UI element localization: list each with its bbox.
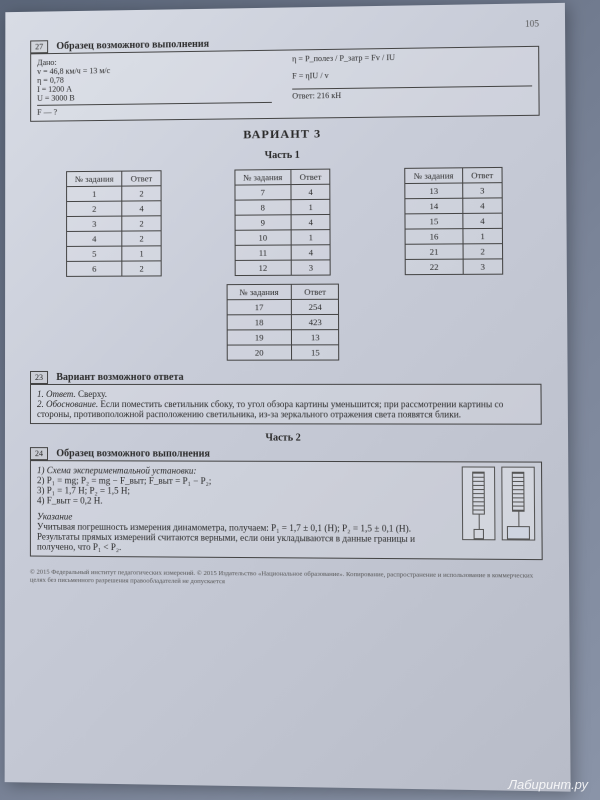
task24-line4: 4) F_выт = 0,2 Н. [37,495,452,507]
answer-label: Ответ: [292,91,315,100]
table-row: 1913 [227,330,339,345]
task23-title: Вариант возможного ответа [56,372,183,383]
table-row: 62 [67,261,161,277]
task23-line1: 1. Ответ. Сверху. [37,389,534,399]
table-row: 17254 [227,299,339,315]
dynamometer-icon [462,466,496,540]
answer-row: Ответ: 216 кН [292,85,532,100]
formula1: η = P_полез / P_затр = Fv / IU [292,51,532,64]
task24-label: 24 [30,447,48,460]
task24-box: 1) Схема экспериментальной установки: 2)… [30,460,543,560]
table-row: 154 [405,213,502,229]
part1-title: Часть 1 [30,147,540,163]
table-row: 161 [405,228,502,244]
task27-section: 27 Образец возможного выполнения Дано: v… [30,33,540,122]
formula2: F = ηIU / v [292,68,532,80]
answer-table-2: № заданияОтвет 74 81 94 101 114 123 [234,169,331,276]
col-header: № задания [227,284,292,299]
find-line: F — ? [37,102,272,117]
table-row: 18423 [227,314,339,330]
given-column: Дано: v = 46,8 км/ч = 13 м/с η = 0,78 I … [37,55,272,117]
given-line: U = 3000 В [37,91,272,103]
table-row: 12 [67,186,161,202]
table-row: 24 [67,201,161,217]
task23-section: 23 Вариант возможного ответа 1. Ответ. С… [30,370,542,424]
col-header: Ответ [122,171,161,186]
table-row: 74 [235,184,331,200]
task24-text: 1) Схема экспериментальной установки: 2)… [37,465,452,554]
task27-title: Образец возможного выполнения [56,39,209,52]
col-header: Ответ [291,284,338,299]
col-header: Ответ [462,167,502,183]
part2-title: Часть 2 [30,432,542,444]
copyright-footer: © 2015 Федеральный институт педагогическ… [30,569,543,589]
solution-column: η = P_полез / P_затр = Fv / IU F = ηIU /… [292,51,532,114]
col-header: № задания [405,168,462,184]
table-row: 32 [67,216,161,232]
answer-tables: № заданияОтвет 12 24 32 42 51 62 № задан… [30,162,541,281]
task27-box: Дано: v = 46,8 км/ч = 13 м/с η = 0,78 I … [30,46,540,122]
task23-label: 23 [30,371,48,384]
table-row: 81 [235,199,331,215]
table-row: 223 [405,259,502,275]
task27-label: 27 [30,40,48,53]
answer-table-3: № заданияОтвет 133 144 154 161 212 223 [404,167,503,275]
dynamometer-diagrams [462,466,536,554]
answer-value: 216 кН [317,91,341,100]
answer-table-1: № заданияОтвет 12 24 32 42 51 62 [66,170,161,277]
task24-note: Учитывая погрешность измерения динамомет… [37,521,452,554]
table-row: 2015 [227,345,339,360]
watermark: Лабиринт.ру [508,777,588,792]
col-header: № задания [67,171,123,186]
table-row: 51 [67,246,161,262]
task24-section: 24 Образец возможного выполнения 1) Схем… [30,447,543,560]
table-row: 133 [405,183,502,199]
dynamometer-icon [501,467,535,541]
answer-table-4: № заданияОтвет 17254 18423 1913 2015 [226,284,339,361]
task24-title: Образец возможного выполнения [56,448,210,459]
table-row: 101 [235,230,331,246]
task23-line2: 2. Обоснование. Если поместить светильни… [37,399,534,420]
variant-title: ВАРИАНТ 3 [30,124,540,145]
table-row: 123 [235,260,331,276]
textbook-page: 105 27 Образец возможного выполнения Дан… [5,3,571,792]
table-row: 144 [405,198,502,214]
table-row: 212 [405,244,502,260]
task23-box: 1. Ответ. Сверху. 2. Обоснование. Если п… [30,384,542,425]
table-row: 94 [235,214,331,230]
table-row: 42 [67,231,161,247]
col-header: № задания [234,169,291,185]
col-header: Ответ [291,169,330,184]
table-row: 114 [235,245,331,261]
